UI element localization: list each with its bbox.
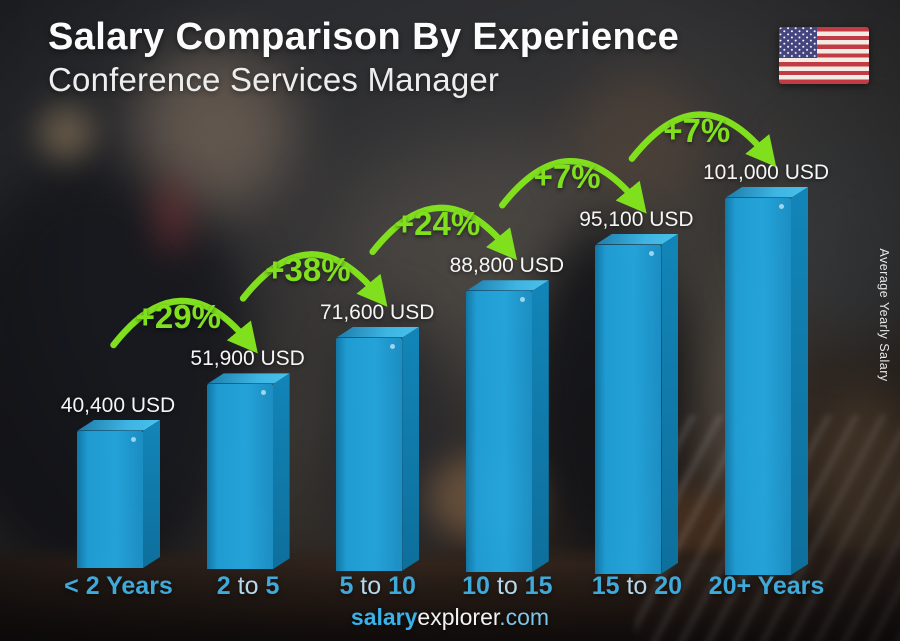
us-flag-icon bbox=[779, 27, 869, 84]
percent-increase-label-1: +29% bbox=[135, 298, 221, 336]
percent-increase-label-3: +24% bbox=[394, 204, 481, 242]
flag-canton-stars bbox=[779, 27, 817, 58]
page-title: Salary Comparison By Experience bbox=[48, 16, 680, 58]
category-segment: to bbox=[496, 572, 518, 600]
footer-brand: salaryexplorer.com bbox=[0, 604, 900, 631]
brand-dotcom: .com bbox=[499, 604, 550, 630]
category-segment: 10 bbox=[462, 572, 490, 600]
percent-increase-label-4: +7% bbox=[533, 158, 601, 196]
percent-increase-label-2: +38% bbox=[265, 251, 351, 289]
header: Salary Comparison By Experience Conferen… bbox=[48, 16, 679, 99]
bar-side-face bbox=[273, 373, 290, 569]
brand-salary: salary bbox=[350, 604, 418, 630]
page-subtitle: Conference Services Manager bbox=[48, 60, 500, 98]
brand-explorer: explorer bbox=[417, 604, 500, 630]
y-axis-label: Average Yearly Salary bbox=[877, 248, 891, 382]
percent-increase-label-5: +7% bbox=[663, 111, 731, 149]
